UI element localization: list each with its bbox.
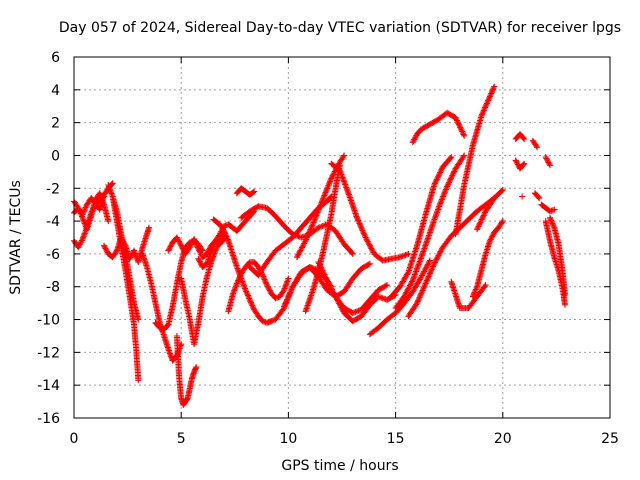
y-tick-label: -16 xyxy=(37,411,60,427)
series-marks xyxy=(409,109,468,146)
x-tick-label: 25 xyxy=(601,431,619,447)
series-s30 xyxy=(448,278,489,312)
series-s27 xyxy=(388,154,455,300)
y-tick-label: -12 xyxy=(37,345,60,361)
series-marks xyxy=(512,131,528,142)
series-marks xyxy=(101,224,152,266)
y-tick-label: 2 xyxy=(51,116,60,132)
y-tick-label: -6 xyxy=(46,247,60,263)
series-s36 xyxy=(529,137,541,151)
series-marks xyxy=(547,214,568,298)
series-marks xyxy=(324,280,399,325)
y-tick-label: -4 xyxy=(46,214,60,230)
series-marks xyxy=(538,201,558,215)
series-s14 xyxy=(233,185,258,198)
series-marks xyxy=(512,157,528,172)
series-s32 xyxy=(452,83,498,238)
series-s12 xyxy=(195,208,258,270)
series-marks xyxy=(392,152,468,312)
y-tick-label: -14 xyxy=(37,378,60,394)
series-marks xyxy=(178,231,228,348)
series-marks xyxy=(519,193,526,200)
series-marks xyxy=(173,333,200,408)
series-marks xyxy=(233,185,258,198)
series-marks xyxy=(195,208,258,270)
series-s37 xyxy=(532,190,543,202)
series-s24 xyxy=(328,160,412,264)
series-s11 xyxy=(178,231,228,348)
x-tick-label: 0 xyxy=(70,431,79,447)
chart-grid xyxy=(74,57,610,418)
series-marks xyxy=(238,203,356,257)
series-marks xyxy=(542,154,553,169)
series-s19 xyxy=(281,260,373,310)
series-marks xyxy=(532,190,543,202)
series-s13 xyxy=(210,216,275,326)
series-s33 xyxy=(474,186,506,233)
plot-frame xyxy=(73,56,611,419)
series-s23 xyxy=(324,280,399,325)
series-s42 xyxy=(547,214,568,298)
series-marks xyxy=(328,160,412,264)
y-tick-label: 0 xyxy=(51,148,60,164)
data-marks xyxy=(71,83,568,408)
series-marks xyxy=(210,216,275,326)
series-s34 xyxy=(512,131,528,142)
series-marks xyxy=(281,260,373,310)
x-tick-label: 15 xyxy=(387,431,405,447)
series-s25 xyxy=(366,257,433,338)
y-tick-label: -10 xyxy=(37,313,60,329)
series-marks xyxy=(448,278,489,312)
series-s35 xyxy=(512,157,528,172)
x-axis-label: GPS time / hours xyxy=(281,458,398,474)
series-s29 xyxy=(409,109,468,146)
y-tick-label: -8 xyxy=(46,280,60,296)
series-marks xyxy=(529,137,541,151)
series-marks xyxy=(109,193,142,384)
series-s10 xyxy=(173,333,200,408)
series-marks xyxy=(452,83,498,238)
axis-ticks: 0 5 10 15 20 25 -16 -14 -12 -10 -8 -6 -4 -2 0 2 4 6 xyxy=(37,50,619,447)
x-tick-label: 10 xyxy=(279,431,297,447)
x-tick-label: 5 xyxy=(177,431,186,447)
series-s40 xyxy=(538,201,558,215)
y-axis-label: SDTVAR / TECUs xyxy=(8,180,24,295)
series-s31 xyxy=(469,218,506,300)
series-s39 xyxy=(542,154,553,169)
series-marks xyxy=(366,257,433,338)
series-s26 xyxy=(392,152,468,312)
y-tick-label: -2 xyxy=(46,181,60,197)
series-s05 xyxy=(109,193,142,384)
chart-title: Day 057 of 2024, Sidereal Day-to-day VTE… xyxy=(59,20,621,36)
x-tick-label: 20 xyxy=(494,431,512,447)
y-tick-label: 4 xyxy=(51,83,60,99)
series-s16 xyxy=(238,203,356,257)
series-s38 xyxy=(519,193,526,200)
series-marks xyxy=(474,186,506,233)
y-tick-label: 6 xyxy=(51,50,60,66)
series-marks xyxy=(388,154,455,300)
series-s06 xyxy=(101,224,152,266)
series-marks xyxy=(469,218,506,300)
